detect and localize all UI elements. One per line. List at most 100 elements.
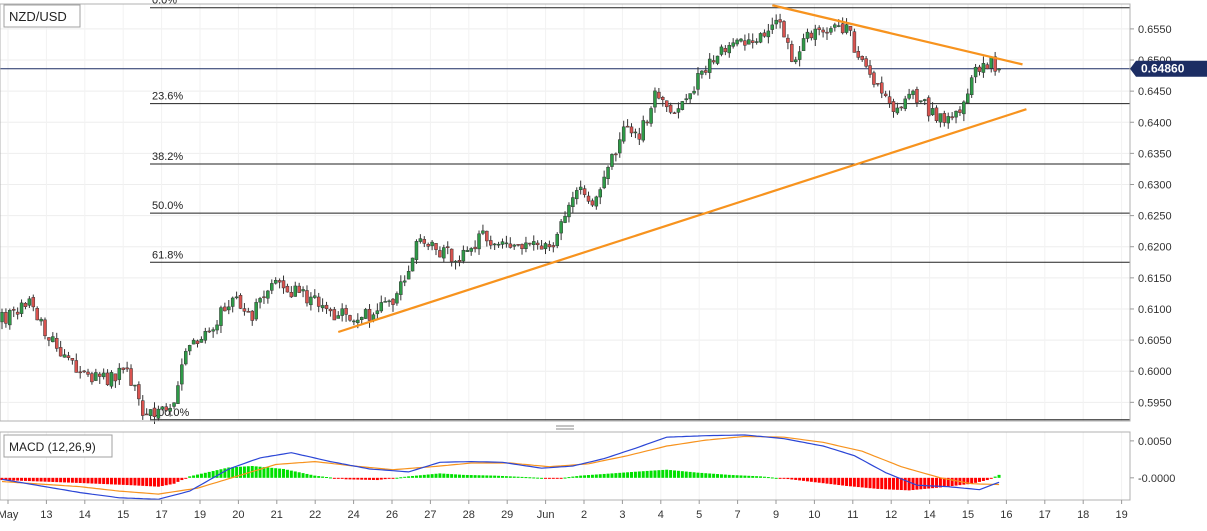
macd-histogram-bar-positive [751,475,755,478]
macd-title-box: MACD (12,26,9) [3,434,113,458]
macd-histogram-bar-negative [934,477,938,488]
bullish-candle [340,308,344,316]
bearish-candle [223,306,227,312]
macd-histogram-bar-negative [63,477,67,483]
bullish-candle [19,302,24,314]
macd-histogram-bar-positive [469,475,473,478]
macd-histogram-bar-positive [481,475,485,478]
bullish-candle [461,249,466,262]
macd-histogram-bar-positive [497,475,501,478]
macd-histogram-bar-positive [590,474,594,478]
bearish-candle [883,93,888,96]
macd-histogram-bar-positive [285,469,289,478]
bullish-candle [602,176,606,189]
macd-histogram-bar-negative [356,477,360,480]
macd-histogram-bar-positive [235,466,239,478]
bearish-candle [821,29,825,33]
bullish-candle [406,271,411,280]
bearish-candle [86,371,90,375]
macd-histogram-bar-negative [180,477,184,481]
macd-histogram-bar-positive [321,476,325,478]
bullish-candle [301,289,305,292]
time-tick-label: 26 [386,509,398,521]
macd-histogram-bar-negative [825,477,829,484]
time-tick-label: May [0,509,19,521]
bullish-candle [273,280,278,284]
bearish-candle [547,244,552,248]
bullish-candle [313,295,317,298]
bullish-candle [211,329,215,332]
macd-histogram-bar-negative [176,477,180,482]
bearish-candle [985,64,990,69]
support-trendline [337,108,1027,334]
macd-histogram-bar-negative [782,477,786,479]
bearish-candle [54,338,59,349]
macd-histogram-bar-positive [716,474,720,478]
bullish-candle [829,28,833,33]
macd-histogram-bar-positive [477,475,481,478]
macd-histogram-bar-negative [391,477,395,479]
macd-histogram-bar-negative [981,477,985,481]
macd-histogram-bar-negative [829,477,833,485]
bullish-candle [270,283,274,291]
macd-histogram-bar-negative [70,477,74,483]
macd-histogram-bar-negative [778,477,782,479]
bullish-candle [430,241,434,247]
bearish-candle [891,101,896,112]
bullish-candle [903,98,907,109]
bearish-candle [129,368,133,386]
pane-resize-handle[interactable] [556,425,574,430]
macd-histogram-bar-positive [676,470,680,478]
macd-histogram-bar-negative [805,477,809,482]
macd-histogram-bar-negative [848,477,852,487]
bearish-candle [790,44,794,62]
bullish-candle [653,90,657,108]
price-tick-label: 0.6400 [1138,117,1172,129]
macd-histogram-bar-positive [766,477,770,479]
time-tick-label: 10 [808,509,820,521]
bullish-candle [356,319,360,323]
macd-histogram-bar-positive [645,470,649,478]
bullish-candle [594,196,599,207]
macd-histogram-bar-positive [532,477,536,479]
macd-histogram-bar-positive [610,473,614,478]
macd-histogram-bar-positive [278,468,282,478]
bearish-candle [4,312,8,324]
macd-histogram-bar-negative [39,477,43,482]
macd-histogram-bar-negative [989,477,993,479]
time-tick-label: 17 [155,509,167,521]
bullish-candle [51,336,55,343]
bearish-candle [15,311,20,315]
macd-histogram-bar-positive [196,474,199,478]
bearish-candle [391,298,395,305]
macd-histogram-bar-negative [348,477,352,480]
bearish-candle [31,297,36,308]
macd-histogram-bar-negative [794,477,798,480]
time-tick-label: 21 [271,509,283,521]
macd-histogram-bar-positive [657,470,661,478]
bearish-candle [664,100,669,108]
bullish-candle [184,351,188,365]
bullish-candle [923,99,927,101]
macd-histogram-bar-positive [239,466,243,478]
macd-histogram-bar-positive [199,473,203,478]
bullish-candle [962,101,966,115]
macd-histogram-bar-positive [669,470,673,478]
bullish-candle [504,242,509,245]
bearish-candle [43,319,47,337]
bullish-candle [383,301,387,303]
macd-histogram-bar-positive [192,475,196,478]
bearish-candle [457,260,462,263]
macd-histogram-bar-negative [555,477,559,479]
bullish-candle [524,242,528,249]
bullish-candle [997,68,1001,71]
bullish-candle [770,24,775,30]
bullish-candle [688,93,692,100]
macd-histogram-bar-positive [203,472,207,478]
macd-histogram-bar-negative [352,477,356,480]
bearish-candle [78,371,82,374]
bullish-candle [387,300,391,303]
bearish-candle [305,290,309,304]
bearish-candle [899,106,904,109]
time-tick-label: 2 [581,509,587,521]
